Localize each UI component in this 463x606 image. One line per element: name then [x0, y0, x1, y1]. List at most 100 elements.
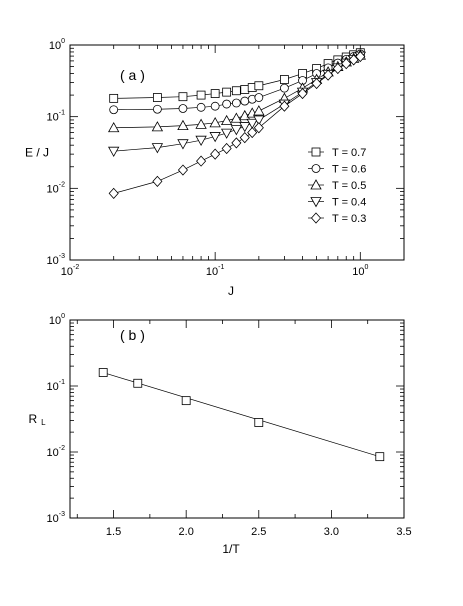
data-point — [280, 83, 289, 93]
tick-base: 10 — [47, 381, 59, 393]
data-point — [152, 175, 163, 187]
data-point — [279, 100, 290, 112]
data-point — [231, 86, 241, 96]
data-point — [210, 101, 220, 111]
data-point — [222, 99, 232, 109]
data-point — [311, 77, 322, 90]
x-tick-label: 3.0 — [324, 526, 339, 538]
y-tick-label: 10-3 — [47, 511, 66, 525]
data-point — [220, 128, 233, 139]
data-point — [221, 142, 232, 155]
data-point — [152, 93, 162, 102]
tick-exponent: -1 — [218, 264, 224, 271]
tick-exponent: 0 — [364, 264, 368, 271]
data-point — [133, 378, 143, 388]
data-point — [254, 418, 264, 427]
data-point — [230, 125, 243, 136]
data-point — [355, 50, 366, 63]
tick-exponent: -3 — [59, 511, 65, 518]
data-point — [109, 93, 119, 103]
legend-marker — [310, 212, 322, 224]
data-point — [348, 54, 359, 66]
legend-item: T = 0.6 — [308, 164, 366, 176]
panel-label: ( b ) — [120, 327, 145, 343]
x-tick-label-text: 100 — [352, 264, 368, 278]
y-axis-label: E / J — [25, 146, 49, 160]
data-point — [253, 122, 264, 134]
tick-exponent: -2 — [59, 445, 65, 452]
legend-label: T = 0.7 — [332, 147, 366, 159]
x-tick-label: 100 — [352, 264, 368, 278]
tick-exponent: -3 — [59, 253, 65, 260]
tick-base: 10 — [49, 40, 61, 52]
data-point — [239, 122, 251, 133]
data-point — [231, 137, 242, 149]
tick-exponent: -1 — [59, 379, 65, 386]
legend: T = 0.7 T = 0.6 T = 0.5 T = 0.4 T = 0.3 — [308, 147, 366, 225]
legend-marker — [310, 197, 322, 208]
data-point — [323, 69, 334, 81]
data-point — [253, 105, 265, 116]
data-point — [280, 75, 289, 84]
data-point — [108, 187, 119, 199]
data-point — [240, 96, 250, 106]
data-point — [177, 139, 189, 150]
x-axis-label: 1/T — [222, 542, 240, 556]
data-point — [240, 85, 250, 94]
y-tick-label-text: 100 — [49, 313, 65, 327]
y-tick-label-text: 10-3 — [47, 511, 66, 525]
data-point — [177, 119, 189, 131]
legend-label: T = 0.3 — [332, 213, 366, 225]
data-point — [177, 164, 188, 176]
data-point — [210, 148, 221, 160]
y-tick-label: 10-2 — [47, 445, 66, 459]
x-tick-label-text: 10-1 — [206, 264, 225, 278]
x-tick-label: 1.5 — [106, 526, 121, 538]
data-point — [109, 105, 119, 115]
data-point — [210, 89, 220, 98]
x-tick-label-text: 10-2 — [61, 264, 80, 278]
data-point — [196, 155, 207, 167]
y-tick-label: 100 — [49, 313, 65, 327]
data-point — [332, 62, 343, 75]
x-tick-label: 2.0 — [179, 526, 194, 538]
tick-exponent: -2 — [73, 264, 79, 271]
x-tick-label: 3.5 — [396, 526, 411, 538]
legend-item: T = 0.3 — [308, 212, 366, 225]
data-point — [151, 121, 164, 132]
legend-marker — [311, 147, 321, 157]
x-axis-label: J — [228, 284, 234, 298]
x-tick-label: 2.5 — [251, 526, 266, 538]
legend-item: T = 0.7 — [308, 147, 366, 159]
tick-base: 10 — [47, 255, 59, 267]
y-axis-label-subscript: L — [41, 418, 46, 427]
data-point — [209, 117, 221, 128]
y-tick-label: 10-1 — [47, 110, 66, 124]
data-point — [254, 81, 264, 91]
tick-exponent: -1 — [59, 110, 65, 117]
data-point — [341, 58, 352, 70]
data-point — [108, 146, 120, 157]
legend-marker — [311, 164, 321, 173]
fit-line — [103, 372, 380, 457]
data-point — [195, 135, 207, 146]
tick-base: 10 — [61, 266, 73, 278]
y-tick-label-text: 10-1 — [47, 110, 66, 124]
data-point — [231, 98, 241, 108]
data-point — [247, 126, 258, 139]
tick-exponent: -2 — [59, 181, 65, 188]
legend-item: T = 0.4 — [308, 197, 366, 209]
y-tick-label: 10-3 — [47, 253, 66, 267]
data-point — [230, 112, 243, 123]
x-tick-label: 10-1 — [206, 264, 225, 278]
data-point — [220, 114, 233, 126]
tick-base: 10 — [47, 447, 59, 459]
data-point — [254, 93, 264, 102]
data-point — [181, 396, 191, 406]
data-point — [375, 452, 385, 462]
tick-base: 10 — [47, 112, 59, 124]
